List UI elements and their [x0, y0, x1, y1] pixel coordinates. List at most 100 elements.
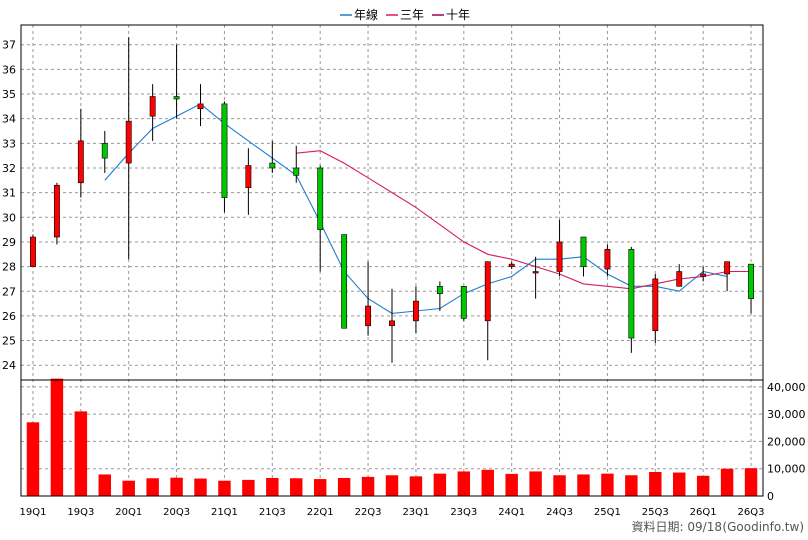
legend-item-2: 三年: [386, 8, 424, 22]
candle-body: [101, 143, 108, 159]
candle: [508, 261, 515, 270]
candle-body: [365, 305, 371, 327]
candle: [173, 44, 180, 119]
candle-body: [556, 241, 563, 272]
volume-bar: [50, 378, 64, 496]
source-label: (Goodinfo.tw): [722, 520, 804, 534]
price-tick-label: 33: [2, 137, 16, 150]
volume-tick-label: 40,000: [767, 381, 806, 394]
x-tick-label: 22Q3: [355, 507, 382, 518]
volume-y-axis: 0 10,000 20,000 30,000 40,000: [767, 381, 806, 503]
x-tick-label: 25Q1: [594, 507, 621, 518]
candle: [724, 261, 731, 292]
legend-item-3: 十年: [432, 8, 470, 22]
volume-bar: [505, 473, 518, 496]
candle: [101, 131, 108, 173]
x-axis: 19Q1 19Q3 20Q1 20Q3 21Q1 21Q3 22Q1 22Q3 23Q1 23Q3…: [19, 507, 764, 518]
price-tick-label: 27: [2, 285, 16, 298]
candle-body: [149, 96, 156, 117]
candle: [436, 281, 443, 311]
volume-bars: [26, 378, 758, 496]
candle: [532, 256, 539, 299]
data-date-label: 資料日期: 09/18: [632, 520, 722, 534]
candle: [77, 108, 84, 198]
price-tick-label: 37: [2, 39, 16, 52]
candle: [197, 84, 204, 127]
volume-tick-label: 20,000: [767, 435, 806, 448]
volume-bar: [696, 475, 710, 496]
x-tick-label: 19Q3: [67, 507, 94, 518]
candle: [628, 246, 635, 353]
volume-bar: [385, 475, 399, 496]
candle-body: [724, 261, 731, 275]
candle: [604, 244, 611, 277]
volume-bar: [313, 479, 327, 496]
candle: [748, 263, 754, 314]
volume-bar: [290, 478, 303, 496]
volume-bar: [194, 478, 207, 496]
candle: [389, 288, 395, 363]
candle: [700, 266, 707, 282]
candle-body: [341, 234, 348, 329]
volume-bar: [74, 411, 88, 496]
volume-bar: [98, 474, 111, 496]
volume-bar: [361, 476, 375, 496]
candle-body: [221, 103, 228, 198]
candle-body: [389, 320, 395, 327]
x-tick-label: 24Q3: [546, 507, 573, 518]
volume-grid: [21, 386, 763, 470]
legend-label: 年線: [354, 7, 378, 22]
volume-bar: [146, 478, 159, 496]
legend-item-1: 年線: [340, 7, 378, 22]
candle: [341, 234, 348, 329]
candle-body: [30, 236, 36, 267]
candle-body: [508, 263, 515, 267]
x-tick-label: 25Q3: [642, 507, 669, 518]
candle-body: [580, 236, 587, 267]
candle: [484, 261, 491, 361]
candle-body: [652, 278, 659, 331]
volume-bar: [266, 477, 279, 496]
x-tick-label: 24Q1: [498, 507, 525, 518]
volume-bar: [649, 471, 662, 496]
volume-bar: [218, 480, 231, 496]
candle-body: [748, 263, 754, 299]
candlesticks: [30, 37, 754, 363]
x-tick-label: 23Q1: [402, 507, 429, 518]
volume-bar: [337, 477, 351, 496]
candle-body: [269, 162, 276, 169]
candle-body: [413, 300, 419, 322]
candle-body: [125, 120, 132, 164]
candle: [580, 236, 587, 277]
x-tick-label: 20Q3: [163, 507, 190, 518]
candle: [317, 165, 324, 272]
candle: [30, 234, 36, 267]
x-tick-label: 20Q1: [115, 507, 142, 518]
volume-bar: [553, 475, 566, 496]
volume-bar: [577, 474, 590, 496]
candle-body: [77, 140, 84, 184]
volume-bar: [26, 422, 40, 496]
candle: [221, 101, 228, 213]
candle: [365, 261, 371, 336]
candle-body: [173, 96, 180, 100]
volume-bar: [457, 471, 471, 496]
candle-body: [293, 167, 300, 176]
legend: 年線 三年 十年: [340, 7, 470, 22]
x-tick-label: 19Q1: [19, 507, 46, 518]
x-tick-label: 26Q3: [738, 507, 765, 518]
plot-frame: [20, 24, 764, 497]
candle-body: [700, 273, 707, 277]
price-tick-label: 34: [2, 113, 16, 126]
volume-bar: [720, 468, 734, 496]
candle: [125, 37, 132, 260]
candle: [245, 148, 252, 215]
candle: [293, 145, 300, 183]
candle: [53, 182, 60, 245]
price-tick-label: 32: [2, 162, 16, 175]
volume-bar: [744, 468, 758, 496]
candle: [676, 264, 683, 287]
volume-bar: [242, 479, 255, 496]
